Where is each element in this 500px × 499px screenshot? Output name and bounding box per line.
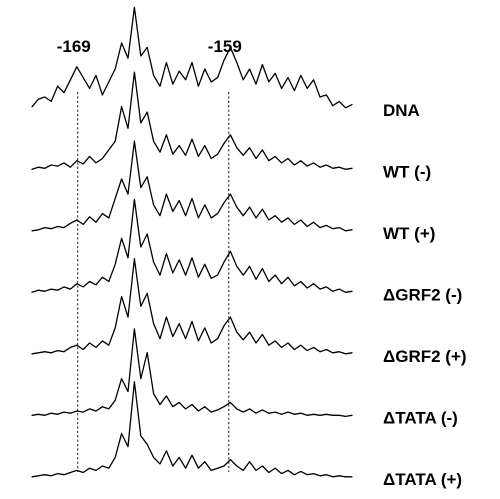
marker-labels: -169 -159 xyxy=(57,37,242,56)
marker-label-159: -159 xyxy=(208,37,242,56)
series-label-grf2: ΔGRF2 (-) xyxy=(383,286,462,305)
trace-wt xyxy=(31,140,353,232)
series-label-tata: ΔTATA (+) xyxy=(383,470,462,489)
series-label-wt: WT (-) xyxy=(383,163,431,182)
trace-group xyxy=(31,6,353,478)
trace-dna xyxy=(31,6,353,109)
trace-tata xyxy=(31,381,353,478)
series-labels: DNA WT (-) WT (+) ΔGRF2 (-) ΔGRF2 (+) ΔTATA (… xyxy=(383,101,467,489)
series-label-tata: ΔTATA (-) xyxy=(383,409,458,428)
trace-tata xyxy=(31,328,353,418)
series-label-grf2: ΔGRF2 (+) xyxy=(383,347,467,366)
trace-grf2 xyxy=(31,258,353,355)
trace-wt xyxy=(31,71,353,170)
reference-lines xyxy=(77,92,230,472)
trace-grf2 xyxy=(31,198,353,293)
marker-label-169: -169 xyxy=(57,37,91,56)
series-label-dna: DNA xyxy=(383,101,420,120)
series-label-wt: WT (+) xyxy=(383,224,435,243)
